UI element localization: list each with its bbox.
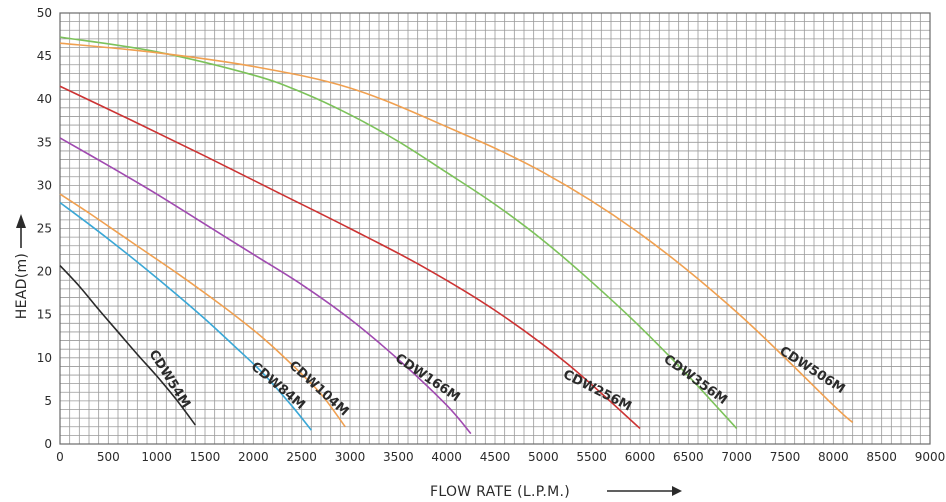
y-tick-label: 35 [37, 135, 52, 149]
y-tick-label: 50 [37, 6, 52, 20]
curve-cdw256m [59, 85, 641, 430]
y-tick-label: 40 [37, 92, 52, 106]
x-tick-label: 500 [97, 450, 120, 464]
y-tick-label: 5 [44, 394, 52, 408]
curve-cdw84m [59, 201, 312, 431]
y-tick-label: 0 [44, 437, 52, 451]
x-tick-label: 2000 [238, 450, 269, 464]
x-tick-label: 1500 [190, 450, 221, 464]
x-tick-label: 3000 [335, 450, 366, 464]
curve-label-cdw356m: CDW356M [661, 352, 730, 408]
x-tick-label: 8000 [818, 450, 849, 464]
plot-frame [59, 12, 931, 445]
x-tick-label: 7500 [770, 450, 801, 464]
y-tick-label: 20 [37, 265, 52, 279]
y-tick-label: 15 [37, 308, 52, 322]
curve-cdw506m [59, 42, 854, 424]
curve-label-cdw256m: CDW256M [560, 367, 633, 414]
major-grid [60, 13, 930, 444]
curve-cdw104m [59, 193, 346, 428]
curve-cdw356m [59, 36, 738, 430]
x-tick-label: 2500 [286, 450, 317, 464]
y-tick-label: 25 [37, 222, 52, 236]
y-tick-label: 30 [37, 178, 52, 192]
x-axis-arrow [607, 486, 682, 496]
x-tick-label: 3500 [383, 450, 414, 464]
pump-curves [59, 36, 854, 435]
x-tick-label: 6000 [625, 450, 656, 464]
x-tick-label: 8500 [866, 450, 897, 464]
y-tick-labels: 0 5 10 15 20 25 30 35 40 45 50 [37, 6, 52, 451]
x-tick-labels: 0 500 1000 1500 2000 2500 3000 3500 4000 4500 5000… [56, 450, 945, 464]
x-tick-label: 5500 [576, 450, 607, 464]
curve-label-cdw506m: CDW506M [777, 344, 848, 397]
x-tick-label: 4000 [431, 450, 462, 464]
y-tick-label: 10 [37, 351, 52, 365]
x-tick-label: 4500 [480, 450, 511, 464]
x-tick-label: 9000 [915, 450, 946, 464]
x-tick-label: 7000 [721, 450, 752, 464]
x-tick-label: 1000 [141, 450, 172, 464]
y-axis-arrow [16, 214, 26, 248]
y-tick-label: 45 [37, 49, 52, 63]
curve-cdw54m [59, 265, 196, 426]
x-tick-label: 6500 [673, 450, 704, 464]
x-tick-label: 5000 [528, 450, 559, 464]
curve-cdw166m [59, 137, 472, 435]
y-axis-title: HEAD(m) [14, 253, 30, 319]
x-axis-title: FLOW RATE (L.P.M.) [430, 484, 570, 500]
x-tick-label: 0 [56, 450, 64, 464]
